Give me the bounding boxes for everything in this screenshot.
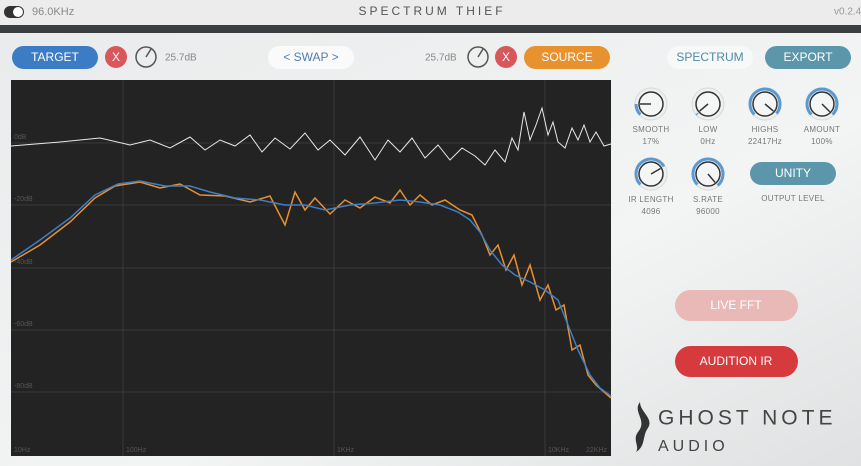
source-clear-label: X bbox=[502, 50, 510, 64]
live-fft-button[interactable] bbox=[675, 290, 798, 321]
knob-arc bbox=[634, 103, 642, 116]
spectrum-label: SPECTRUM bbox=[676, 50, 743, 64]
knob-arc bbox=[695, 112, 699, 116]
logo-icon bbox=[635, 402, 650, 452]
output-level-label: OUTPUT LEVEL bbox=[761, 194, 825, 203]
knob-arc bbox=[691, 157, 725, 187]
knob-value: 4096 bbox=[642, 207, 661, 216]
x-axis-label: 10KHz bbox=[548, 447, 570, 454]
audition-ir-label: AUDITION IR bbox=[700, 354, 773, 368]
knob-label: HIGHS bbox=[752, 125, 779, 134]
knob-arc bbox=[748, 87, 782, 116]
export-button[interactable] bbox=[765, 46, 851, 69]
y-axis-label: -80dB bbox=[14, 383, 33, 390]
knob-label: S.RATE bbox=[693, 195, 723, 204]
title-bar bbox=[0, 0, 861, 25]
difference-curve bbox=[10, 106, 612, 166]
swap-button[interactable] bbox=[268, 46, 354, 69]
target-clear-label: X bbox=[112, 50, 120, 64]
knob-indicator bbox=[764, 103, 774, 112]
knob-label: AMOUNT bbox=[804, 125, 840, 134]
source-clear-button[interactable] bbox=[495, 46, 517, 68]
knob-panel: SMOOTH 17% LOW 0Hz HIGHS 22417Hz AMOUNT 100% IR … bbox=[628, 87, 840, 216]
knob-value: 100% bbox=[811, 137, 833, 146]
power-toggle-knob bbox=[13, 7, 23, 17]
target-label: TARGET bbox=[31, 50, 79, 64]
source-gain-knob[interactable] bbox=[467, 46, 489, 68]
spectrum-button[interactable] bbox=[667, 46, 753, 69]
x-axis-label: 10Hz bbox=[14, 447, 31, 454]
knob-label: IR LENGTH bbox=[628, 195, 673, 204]
y-axis-label: 0dB bbox=[14, 134, 27, 141]
target-clear-button[interactable] bbox=[105, 46, 127, 68]
y-axis-label: -60dB bbox=[14, 321, 33, 328]
logo-text: GHOST NOTE bbox=[658, 407, 836, 430]
source-gain: 25.7dB bbox=[425, 53, 457, 64]
x-axis-label: 22KHz bbox=[586, 447, 608, 454]
swap-label: < SWAP > bbox=[283, 50, 338, 64]
knob-indicator bbox=[477, 48, 484, 58]
target-button[interactable] bbox=[12, 46, 98, 69]
knob-value: 0Hz bbox=[700, 137, 715, 146]
knob-indicator bbox=[699, 103, 709, 112]
knob-label: SMOOTH bbox=[633, 125, 670, 134]
title-bar-shadow bbox=[0, 25, 861, 33]
app-title: SPECTRUM THIEF bbox=[358, 4, 505, 18]
y-axis-label: -20dB bbox=[14, 196, 33, 203]
knob-indicator bbox=[650, 167, 661, 175]
x-axis-label: 100Hz bbox=[126, 447, 147, 454]
knob-label: LOW bbox=[698, 125, 717, 134]
target-curve bbox=[10, 180, 612, 397]
x-axis-label: 1KHz bbox=[337, 447, 355, 454]
export-label: EXPORT bbox=[783, 50, 833, 64]
knob-value: 22417Hz bbox=[748, 137, 782, 146]
sample-rate: 96.0KHz bbox=[32, 6, 74, 18]
unity-label: UNITY bbox=[775, 166, 811, 180]
knob-indicator bbox=[707, 173, 716, 183]
target-gain: 25.7dB bbox=[165, 53, 197, 64]
unity-button[interactable] bbox=[750, 162, 836, 185]
logo-subtext: AUDIO bbox=[658, 438, 729, 455]
target-gain-knob[interactable] bbox=[135, 46, 157, 68]
knob-indicator bbox=[821, 103, 831, 113]
knob-value: 96000 bbox=[696, 207, 720, 216]
y-axis-label: -40dB bbox=[14, 259, 33, 266]
knob-indicator bbox=[145, 48, 152, 58]
spectrum-graph: 0dB -20dB -40dB -60dB -80dB 10Hz 100Hz 1… bbox=[10, 80, 612, 456]
source-label: SOURCE bbox=[541, 50, 592, 64]
knob-value: 17% bbox=[643, 137, 660, 146]
audition-ir-button[interactable] bbox=[675, 346, 798, 377]
source-button[interactable] bbox=[524, 46, 610, 69]
knob-arc bbox=[805, 87, 839, 116]
version: v0.2.4 bbox=[834, 7, 861, 18]
knob-arc bbox=[634, 157, 666, 186]
live-fft-label: LIVE FFT bbox=[710, 298, 762, 312]
